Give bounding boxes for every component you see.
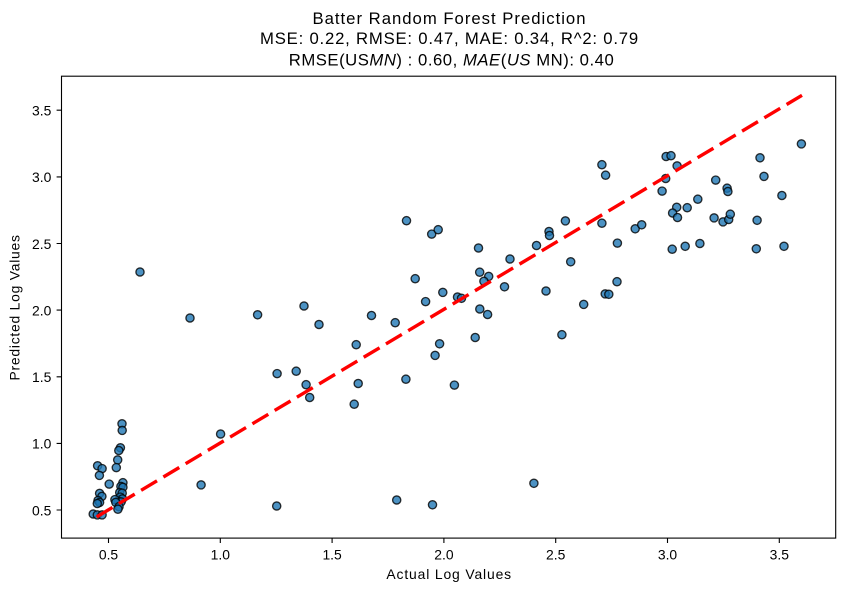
svg-text:3.5: 3.5	[32, 103, 52, 119]
svg-text:MSE: 0.22, RMSE: 0.47, MAE: 0.: MSE: 0.22, RMSE: 0.47, MAE: 0.34, R^2: 0…	[260, 29, 639, 48]
svg-text:2.0: 2.0	[434, 546, 454, 562]
svg-text:1.0: 1.0	[211, 546, 231, 562]
svg-text:RMSE(USMN) : 0.60, MAE(US MN):: RMSE(USMN) : 0.60, MAE(US MN): 0.40	[289, 51, 615, 70]
svg-text:Actual Log Values: Actual Log Values	[386, 566, 512, 582]
svg-text:Batter Random Forest Predictio: Batter Random Forest Prediction	[312, 9, 586, 28]
svg-text:Predicted Log Values: Predicted Log Values	[7, 234, 23, 380]
svg-text:1.5: 1.5	[32, 369, 52, 385]
svg-text:3.5: 3.5	[770, 546, 790, 562]
svg-text:2.5: 2.5	[32, 236, 52, 252]
svg-text:3.0: 3.0	[32, 169, 52, 185]
svg-text:2.5: 2.5	[546, 546, 566, 562]
svg-text:2.0: 2.0	[32, 302, 52, 318]
svg-text:0.5: 0.5	[32, 502, 52, 518]
svg-text:3.0: 3.0	[658, 546, 678, 562]
svg-text:1.5: 1.5	[322, 546, 342, 562]
svg-text:1.0: 1.0	[32, 436, 52, 452]
svg-text:0.5: 0.5	[99, 546, 119, 562]
